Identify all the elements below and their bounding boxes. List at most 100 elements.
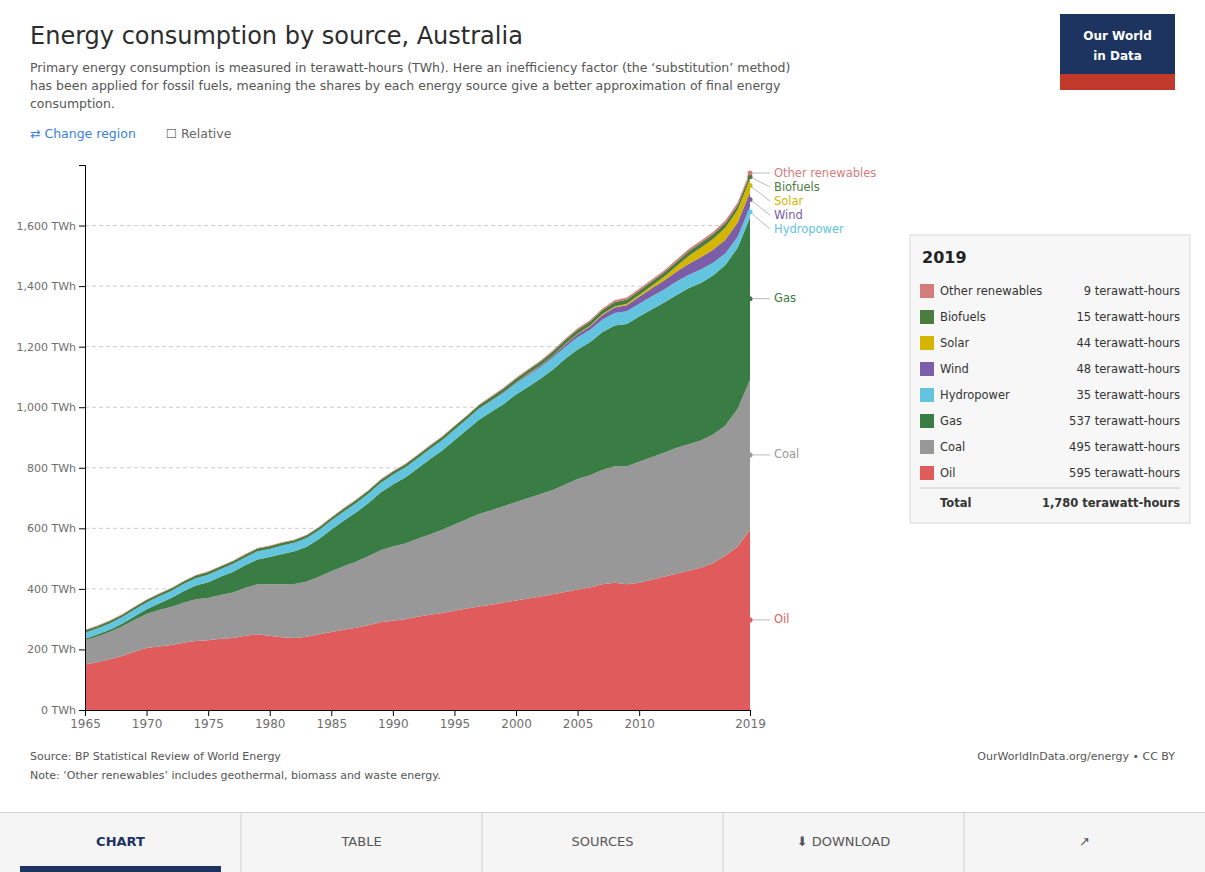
- grid-line: [85, 225, 750, 226]
- x-tick-label: 2000: [501, 717, 532, 731]
- y-tick: 800 TWh: [27, 462, 85, 475]
- nav-item[interactable]: CHART: [96, 834, 145, 849]
- tooltip-value: 35 terawatt-hours: [1076, 388, 1180, 402]
- nav-divider: [964, 812, 965, 872]
- tooltip-swatch: [920, 466, 934, 480]
- y-tick-label: 1,000 TWh: [16, 401, 76, 414]
- tooltip-swatch: [920, 310, 934, 324]
- control[interactable]: ⇄ Change region: [30, 126, 136, 141]
- x-tick-label: 1995: [440, 717, 471, 731]
- nav-item[interactable]: ↗: [1079, 834, 1090, 849]
- tooltip-swatch: [920, 440, 934, 454]
- legend: OilCoalGasHydropowerWindSolarBiofuelsOth…: [748, 166, 877, 627]
- legend-label: Coal: [774, 447, 799, 461]
- tooltip-value: 15 terawatt-hours: [1076, 310, 1180, 324]
- tooltip-swatch: [920, 284, 934, 298]
- control[interactable]: ☐ Relative: [166, 126, 232, 141]
- legend-label: Solar: [774, 194, 804, 208]
- tooltip-swatch: [920, 414, 934, 428]
- source: Source: BP Statistical Review of World E…: [30, 750, 281, 763]
- x-tick: 1980: [255, 710, 286, 731]
- legend-label: Other renewables: [774, 166, 876, 180]
- logo-text: in Data: [1093, 49, 1142, 63]
- legend-dot: [748, 171, 753, 176]
- tooltip-swatch: [920, 388, 934, 402]
- x-tick: 1990: [378, 710, 409, 731]
- areas: [85, 172, 750, 710]
- legend-label: Wind: [774, 208, 803, 222]
- tooltip-label: Wind: [940, 362, 969, 376]
- nav-border: [0, 812, 1205, 813]
- nav-underline: [20, 866, 221, 872]
- legend-dot: [748, 452, 753, 457]
- y-axis-line: [79, 166, 86, 711]
- nav-item[interactable]: TABLE: [340, 834, 381, 849]
- y-tick: 400 TWh: [27, 583, 85, 596]
- tooltip-label: Other renewables: [940, 284, 1042, 298]
- nav-divider: [723, 812, 724, 872]
- tooltip-value: 495 terawatt-hours: [1069, 440, 1180, 454]
- x-tick-label: 1985: [317, 717, 348, 731]
- page: Energy consumption by source, AustraliaP…: [0, 0, 1205, 872]
- tooltip: 2019Other renewables9 terawatt-hoursBiof…: [910, 235, 1190, 523]
- logo-strip: [1060, 74, 1175, 90]
- tooltip-separator: [920, 488, 1180, 489]
- x-tick-mark: [639, 710, 640, 716]
- nav-item[interactable]: SOURCES: [572, 834, 634, 849]
- tooltip-value: 48 terawatt-hours: [1076, 362, 1180, 376]
- legend-label: Oil: [774, 612, 789, 626]
- tooltip-swatch: [920, 362, 934, 376]
- y-tick-mark: [79, 407, 85, 408]
- url: OurWorldInData.org/energy • CC BY: [977, 750, 1175, 763]
- area: [85, 174, 750, 632]
- y-axis: 0 TWh 200 TWh 400 TWh 600 TWh 800 TWh 1,000 T…: [16, 166, 85, 718]
- y-tick: 1,400 TWh: [16, 280, 85, 293]
- x-tick-mark: [750, 710, 751, 716]
- x-axis: 1965197019751980198519901995200020052010…: [70, 710, 766, 731]
- y-tick-label: 200 TWh: [27, 643, 76, 656]
- x-tick: 1975: [193, 710, 224, 731]
- x-tick-mark: [516, 710, 517, 716]
- y-tick-label: 400 TWh: [27, 583, 76, 596]
- legend-label: Biofuels: [774, 180, 820, 194]
- x-tick-label: 1980: [255, 717, 286, 731]
- tooltip-label: Biofuels: [940, 310, 986, 324]
- legend-connector: [750, 200, 770, 216]
- subtitle: has been applied for fossil fuels, meani…: [30, 78, 781, 93]
- x-tick: 1995: [440, 710, 471, 731]
- y-tick-label: 1,600 TWh: [16, 220, 76, 233]
- tooltip-label: Hydropower: [940, 388, 1010, 402]
- legend-dot: [748, 210, 753, 215]
- tooltip-label: Gas: [940, 414, 962, 428]
- tooltip-label: Solar: [940, 336, 970, 350]
- legend-connector: [750, 177, 770, 187]
- y-tick-label: 1,400 TWh: [16, 280, 76, 293]
- y-tick: 0 TWh: [41, 704, 85, 717]
- area: [85, 172, 750, 631]
- subtitle: Primary energy consumption is measured i…: [30, 60, 790, 75]
- y-tick: 600 TWh: [27, 522, 85, 535]
- legend-dot: [748, 183, 753, 188]
- logo-box: [1060, 14, 1175, 90]
- nav-item[interactable]: ⬇ DOWNLOAD: [797, 834, 891, 849]
- logo: Our Worldin Data: [1060, 14, 1175, 90]
- x-tick-mark: [208, 710, 209, 716]
- x-tick: 2005: [563, 710, 594, 731]
- tooltip-value: 44 terawatt-hours: [1076, 336, 1180, 350]
- y-tick-mark: [79, 649, 85, 650]
- y-tick-mark: [79, 589, 85, 590]
- y-tick: 1,200 TWh: [16, 341, 85, 354]
- note: Note: ‘Other renewables’ includes geothe…: [30, 769, 441, 782]
- y-tick: 1,600 TWh: [16, 220, 85, 233]
- tooltip-value: 9 terawatt-hours: [1084, 284, 1180, 298]
- y-tick-mark: [79, 528, 85, 529]
- x-tick: 2010: [624, 710, 655, 731]
- y-tick-label: 800 TWh: [27, 462, 76, 475]
- legend-label: Hydropower: [774, 222, 844, 236]
- x-tick-label: 1965: [70, 717, 101, 731]
- x-tick-mark: [331, 710, 332, 716]
- nav-divider: [482, 812, 483, 872]
- x-tick-mark: [147, 710, 148, 716]
- x-tick-mark: [454, 710, 455, 716]
- y-tick-label: 1,200 TWh: [16, 341, 76, 354]
